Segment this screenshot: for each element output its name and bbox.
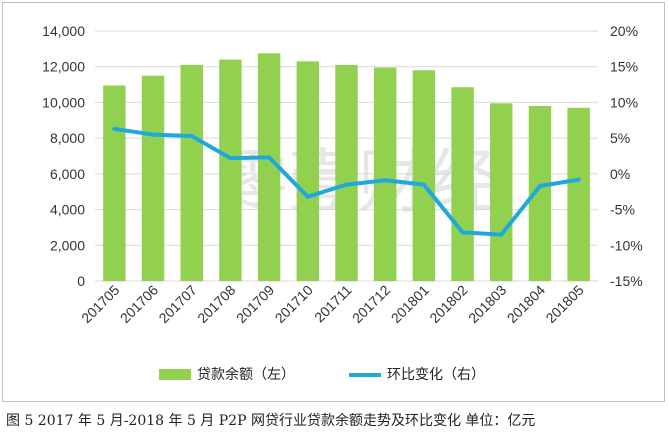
legend: 贷款余额（左） 环比变化（右）: [159, 366, 485, 383]
bar: [567, 107, 590, 282]
line-point: [345, 183, 348, 187]
line-point: [538, 184, 542, 188]
bar-series: [103, 53, 590, 282]
bar: [141, 75, 165, 282]
bar: [180, 64, 203, 281]
x-tick-label: 201803: [465, 282, 509, 326]
chart-frame: 零壹财经 0 2,000 4,000 6,000 8,000 10,000 12,000 14…: [2, 2, 665, 402]
left-axis-ticks: 0 2,000 4,000 6,000 8,000 10,000 12,000 14,000: [42, 23, 85, 289]
x-tick-label: 201709: [233, 282, 277, 326]
line-point: [190, 134, 194, 138]
right-tick-label: 20%: [610, 23, 638, 39]
line-point: [461, 230, 465, 234]
legend-bar-label: 贷款余额（左）: [197, 366, 295, 383]
x-tick-label: 201805: [542, 282, 586, 326]
line-point: [228, 156, 232, 160]
right-tick-label: 10%: [610, 94, 638, 110]
line-point: [577, 178, 581, 182]
line-point: [499, 233, 503, 237]
legend-bar-swatch: [159, 369, 191, 380]
bar: [103, 85, 126, 281]
line-point: [383, 178, 387, 182]
line-series: [112, 126, 581, 237]
line-point: [151, 133, 155, 137]
left-tick-label: 0: [77, 273, 85, 289]
bar: [373, 67, 397, 281]
x-tick-label: 201801: [388, 282, 432, 326]
legend-line-label: 环比变化（右）: [387, 367, 485, 383]
line-point: [422, 183, 426, 187]
right-tick-label: 5%: [610, 130, 630, 146]
x-tick-label: 201804: [504, 282, 548, 326]
bar: [528, 106, 552, 281]
left-tick-label: 10,000: [42, 94, 85, 110]
right-tick-label: -10%: [610, 237, 643, 253]
line-point: [306, 195, 310, 199]
bar: [335, 64, 358, 281]
left-tick-label: 4,000: [50, 202, 85, 218]
right-tick-label: 0%: [610, 166, 630, 182]
right-tick-label: -5%: [610, 202, 635, 218]
bar: [490, 103, 513, 281]
right-axis-ticks: -15% -10% -5% 0% 5% 10% 15% 20%: [610, 23, 643, 289]
bar: [451, 87, 474, 281]
left-tick-label: 2,000: [50, 237, 85, 253]
x-tick-label: 201710: [272, 282, 316, 326]
left-tick-label: 6,000: [50, 166, 85, 182]
bar: [219, 59, 242, 282]
x-tick-label: 201711: [311, 282, 355, 326]
right-tick-label: 15%: [610, 59, 638, 75]
bar: [412, 70, 436, 282]
x-axis-ticks: 2017052017062017072017082017092017102017…: [78, 282, 587, 326]
x-tick-label: 201802: [426, 282, 470, 326]
bar: [296, 61, 320, 281]
right-tick-label: -15%: [610, 273, 643, 289]
x-tick-label: 201706: [117, 282, 161, 326]
left-tick-label: 8,000: [50, 130, 85, 146]
line-point: [267, 155, 271, 159]
x-tick-label: 201712: [349, 282, 393, 326]
chart: 零壹财经 02,0004,0006,0008,00010,00012,00014…: [42, 23, 643, 383]
line-point: [112, 127, 116, 131]
x-tick-label: 201708: [194, 282, 238, 326]
x-tick-label: 201707: [156, 282, 200, 326]
bar: [257, 53, 281, 282]
left-tick-label: 14,000: [42, 23, 85, 39]
left-tick-label: 12,000: [42, 59, 85, 75]
figure-caption: 图 5 2017 年 5 月-2018 年 5 月 P2P 网贷行业贷款余额走势…: [6, 413, 536, 429]
